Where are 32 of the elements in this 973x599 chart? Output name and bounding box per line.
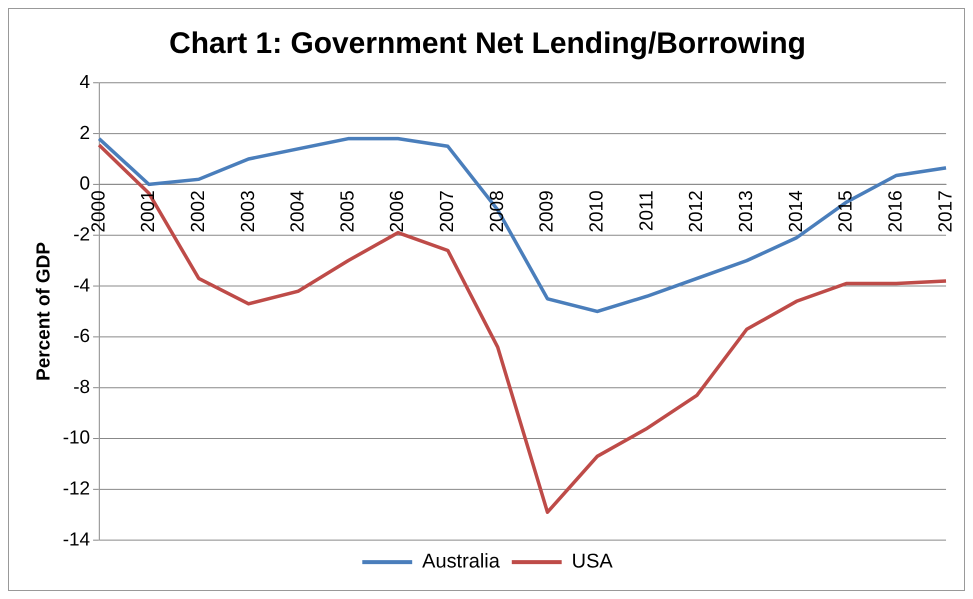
x-tick-label: 2004 (288, 190, 309, 232)
x-tick-label: 2015 (836, 190, 857, 232)
x-tick-label: 2010 (586, 190, 608, 232)
legend-label: Australia (422, 550, 501, 573)
x-tick-label: 2000 (88, 190, 110, 232)
y-tick-label: -2 (73, 224, 90, 246)
y-tick-label: -8 (73, 376, 90, 398)
legend-label: USA (572, 550, 614, 573)
y-tick-label: 4 (80, 72, 90, 93)
x-tick-label: 2011 (636, 190, 658, 232)
x-tick-label: 2017 (935, 190, 956, 232)
x-tick-label: 2008 (486, 190, 508, 232)
x-tick-label: 2003 (238, 190, 259, 232)
y-tick-label: -4 (73, 275, 90, 296)
y-tick-label: -14 (62, 529, 90, 550)
y-tick-label: -6 (73, 326, 90, 348)
x-tick-label: 2016 (885, 190, 906, 232)
x-tick-label: 2012 (686, 190, 708, 232)
chart-title: Chart 1: Government Net Lending/Borrowing (169, 27, 806, 60)
x-tick-label: 2002 (188, 190, 209, 232)
y-axis-title: Percent of GDP (34, 242, 55, 381)
x-tick-label: 2001 (138, 190, 160, 232)
y-tick-label: -12 (62, 478, 90, 500)
x-tick-label: 2005 (337, 190, 358, 232)
x-tick-label: 2009 (536, 190, 558, 232)
x-tick-label: 2013 (736, 190, 757, 232)
y-tick-label: -10 (62, 428, 90, 449)
y-tick-label: 0 (80, 174, 90, 195)
x-tick-label: 2006 (387, 190, 408, 232)
y-tick-label: 2 (80, 122, 90, 144)
x-tick-label: 2014 (786, 190, 807, 232)
x-tick-label: 2007 (437, 190, 458, 232)
